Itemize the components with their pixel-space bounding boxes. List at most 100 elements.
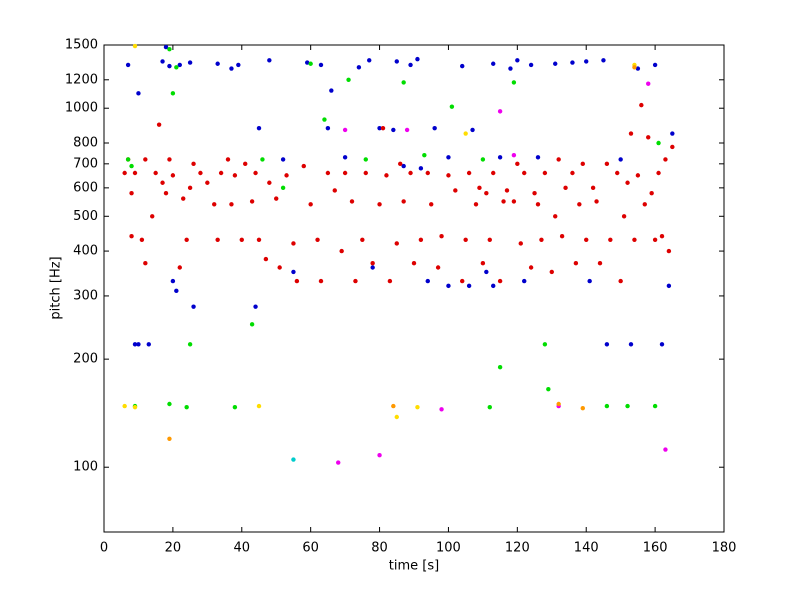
- point: [150, 214, 155, 219]
- point: [236, 62, 241, 68]
- point: [184, 404, 189, 410]
- point: [156, 122, 162, 127]
- point: [584, 237, 589, 243]
- point: [497, 109, 503, 114]
- point: [232, 404, 238, 410]
- point: [553, 214, 558, 219]
- point: [511, 199, 517, 204]
- point: [370, 261, 375, 266]
- point: [181, 196, 186, 201]
- point: [394, 59, 399, 64]
- y-tick-label: 200: [73, 352, 98, 367]
- point: [198, 170, 203, 176]
- point: [556, 401, 561, 407]
- point: [143, 157, 148, 162]
- point: [143, 261, 148, 266]
- point: [663, 447, 668, 452]
- point: [487, 404, 492, 410]
- point: [215, 61, 220, 66]
- point: [559, 234, 565, 239]
- x-tick-label: 160: [643, 541, 668, 556]
- point: [666, 283, 672, 289]
- point: [418, 237, 424, 243]
- y-tick-label: 800: [73, 136, 98, 151]
- point: [652, 237, 658, 243]
- point: [518, 241, 523, 246]
- point: [332, 188, 337, 193]
- point: [177, 62, 182, 68]
- point: [291, 457, 296, 462]
- point: [549, 269, 554, 275]
- point: [563, 185, 568, 191]
- point: [463, 237, 468, 243]
- point: [484, 190, 489, 196]
- point: [408, 170, 413, 176]
- point: [353, 278, 358, 284]
- point: [232, 173, 238, 178]
- point: [491, 61, 496, 66]
- point: [663, 157, 668, 162]
- point: [191, 161, 196, 167]
- point: [256, 403, 262, 409]
- point: [322, 117, 327, 122]
- point: [418, 166, 424, 171]
- point: [511, 80, 517, 85]
- point: [466, 170, 472, 176]
- point: [480, 261, 486, 266]
- point: [225, 157, 231, 162]
- point: [508, 66, 513, 71]
- point: [136, 91, 141, 96]
- point: [415, 404, 420, 410]
- x-axis-label: time [s]: [389, 559, 439, 574]
- point: [122, 403, 127, 409]
- point: [539, 237, 544, 243]
- point: [153, 170, 158, 176]
- point: [604, 403, 610, 409]
- point: [280, 157, 286, 162]
- point: [308, 202, 313, 207]
- point: [570, 60, 575, 65]
- point: [177, 265, 182, 270]
- y-tick-label: 300: [73, 288, 98, 303]
- point: [139, 237, 145, 243]
- point: [301, 163, 306, 169]
- point: [394, 241, 399, 246]
- x-tick-label: 100: [436, 541, 461, 556]
- point: [642, 202, 647, 207]
- point: [528, 62, 534, 68]
- point: [398, 161, 403, 167]
- point: [604, 161, 610, 167]
- point: [125, 62, 131, 68]
- point: [294, 278, 300, 284]
- x-tick-label: 140: [574, 541, 599, 556]
- point: [466, 283, 472, 289]
- point: [666, 248, 672, 254]
- point: [401, 199, 406, 204]
- point: [360, 237, 365, 243]
- point: [363, 170, 368, 176]
- point: [649, 190, 654, 196]
- point: [587, 278, 592, 284]
- point: [535, 202, 541, 207]
- point: [163, 190, 169, 196]
- point: [380, 125, 386, 131]
- point: [522, 278, 527, 284]
- point: [625, 403, 630, 409]
- point: [628, 131, 634, 136]
- point: [160, 180, 165, 185]
- point: [501, 199, 506, 204]
- point: [170, 91, 176, 96]
- point: [167, 157, 172, 162]
- point: [556, 157, 561, 162]
- point: [584, 59, 589, 64]
- point: [639, 102, 644, 108]
- point: [325, 125, 331, 131]
- y-tick-label: 1000: [65, 101, 98, 116]
- point: [256, 237, 262, 243]
- point: [336, 460, 341, 465]
- point: [511, 152, 517, 158]
- point: [625, 180, 630, 185]
- point: [577, 202, 582, 207]
- point: [491, 170, 496, 176]
- point: [174, 65, 179, 70]
